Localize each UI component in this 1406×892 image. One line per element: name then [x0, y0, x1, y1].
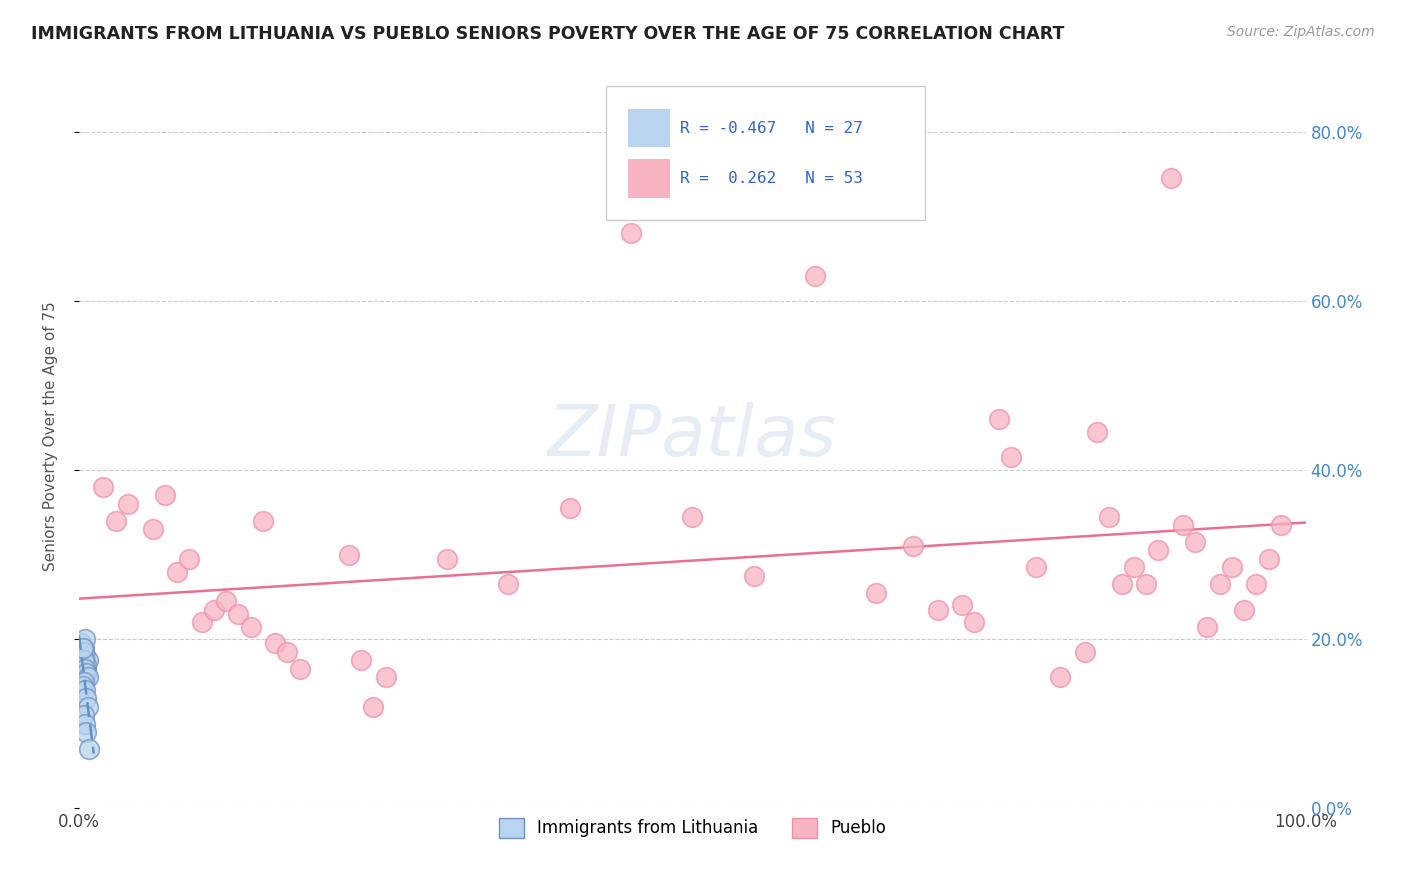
Point: [558, 501, 581, 516]
Text: R =  0.262   N = 53: R = 0.262 N = 53: [681, 171, 863, 186]
Point: [75, 662, 97, 676]
Point: [1122, 560, 1144, 574]
Point: [75, 632, 97, 647]
Point: [76, 670, 98, 684]
Point: [496, 577, 519, 591]
Point: [202, 602, 225, 616]
Point: [1111, 577, 1133, 591]
Point: [901, 539, 924, 553]
Point: [865, 586, 887, 600]
Point: [1000, 450, 1022, 465]
Point: [215, 594, 238, 608]
Point: [76, 700, 98, 714]
Point: [1160, 171, 1182, 186]
Point: [72, 679, 94, 693]
Point: [620, 226, 643, 240]
Point: [104, 514, 127, 528]
Point: [1197, 619, 1219, 633]
Point: [1098, 509, 1121, 524]
Point: [374, 670, 396, 684]
Point: [73, 640, 96, 655]
Point: [963, 615, 986, 630]
Point: [1184, 535, 1206, 549]
Point: [70, 636, 93, 650]
Point: [75, 657, 97, 672]
FancyBboxPatch shape: [628, 109, 671, 147]
Point: [264, 636, 287, 650]
Point: [73, 645, 96, 659]
Point: [190, 615, 212, 630]
Point: [75, 725, 97, 739]
Text: R = -0.467   N = 27: R = -0.467 N = 27: [681, 120, 863, 136]
Point: [72, 666, 94, 681]
Point: [363, 700, 385, 714]
Point: [288, 662, 311, 676]
Point: [75, 691, 97, 706]
Text: Source: ZipAtlas.com: Source: ZipAtlas.com: [1227, 25, 1375, 39]
Point: [804, 268, 827, 283]
Point: [987, 412, 1010, 426]
Point: [1085, 425, 1108, 439]
Point: [1049, 670, 1071, 684]
Point: [927, 602, 949, 616]
Point: [276, 645, 298, 659]
Point: [1135, 577, 1157, 591]
Point: [1270, 518, 1292, 533]
Legend: Immigrants from Lithuania, Pueblo: Immigrants from Lithuania, Pueblo: [492, 811, 893, 845]
Point: [1257, 552, 1279, 566]
Point: [228, 607, 250, 621]
Point: [350, 653, 373, 667]
Point: [436, 552, 458, 566]
Point: [252, 514, 274, 528]
Text: IMMIGRANTS FROM LITHUANIA VS PUEBLO SENIORS POVERTY OVER THE AGE OF 75 CORRELATI: IMMIGRANTS FROM LITHUANIA VS PUEBLO SENI…: [31, 25, 1064, 43]
Point: [72, 645, 94, 659]
Point: [1208, 577, 1230, 591]
Point: [337, 548, 360, 562]
Point: [166, 565, 188, 579]
Point: [73, 657, 96, 672]
Y-axis label: Seniors Poverty Over the Age of 75: Seniors Poverty Over the Age of 75: [44, 301, 58, 571]
Point: [681, 509, 703, 524]
Point: [239, 619, 262, 633]
Point: [1233, 602, 1256, 616]
Point: [75, 662, 97, 676]
FancyBboxPatch shape: [628, 160, 671, 198]
Point: [1147, 543, 1170, 558]
Point: [72, 640, 94, 655]
Point: [73, 653, 96, 667]
Point: [1220, 560, 1243, 574]
Point: [1171, 518, 1194, 533]
Point: [742, 569, 765, 583]
Point: [141, 522, 163, 536]
Point: [76, 653, 98, 667]
Point: [93, 480, 115, 494]
Point: [179, 552, 201, 566]
Point: [73, 708, 96, 723]
Point: [75, 666, 97, 681]
Point: [75, 649, 97, 664]
Point: [75, 716, 97, 731]
Point: [75, 670, 97, 684]
Text: ZIPatlas: ZIPatlas: [548, 401, 837, 471]
Point: [1025, 560, 1047, 574]
Point: [117, 497, 139, 511]
Point: [153, 488, 176, 502]
Point: [77, 742, 100, 756]
Point: [1074, 645, 1097, 659]
Point: [950, 599, 973, 613]
Point: [72, 653, 94, 667]
Point: [73, 674, 96, 689]
Point: [75, 683, 97, 698]
Point: [1246, 577, 1268, 591]
FancyBboxPatch shape: [606, 87, 925, 220]
